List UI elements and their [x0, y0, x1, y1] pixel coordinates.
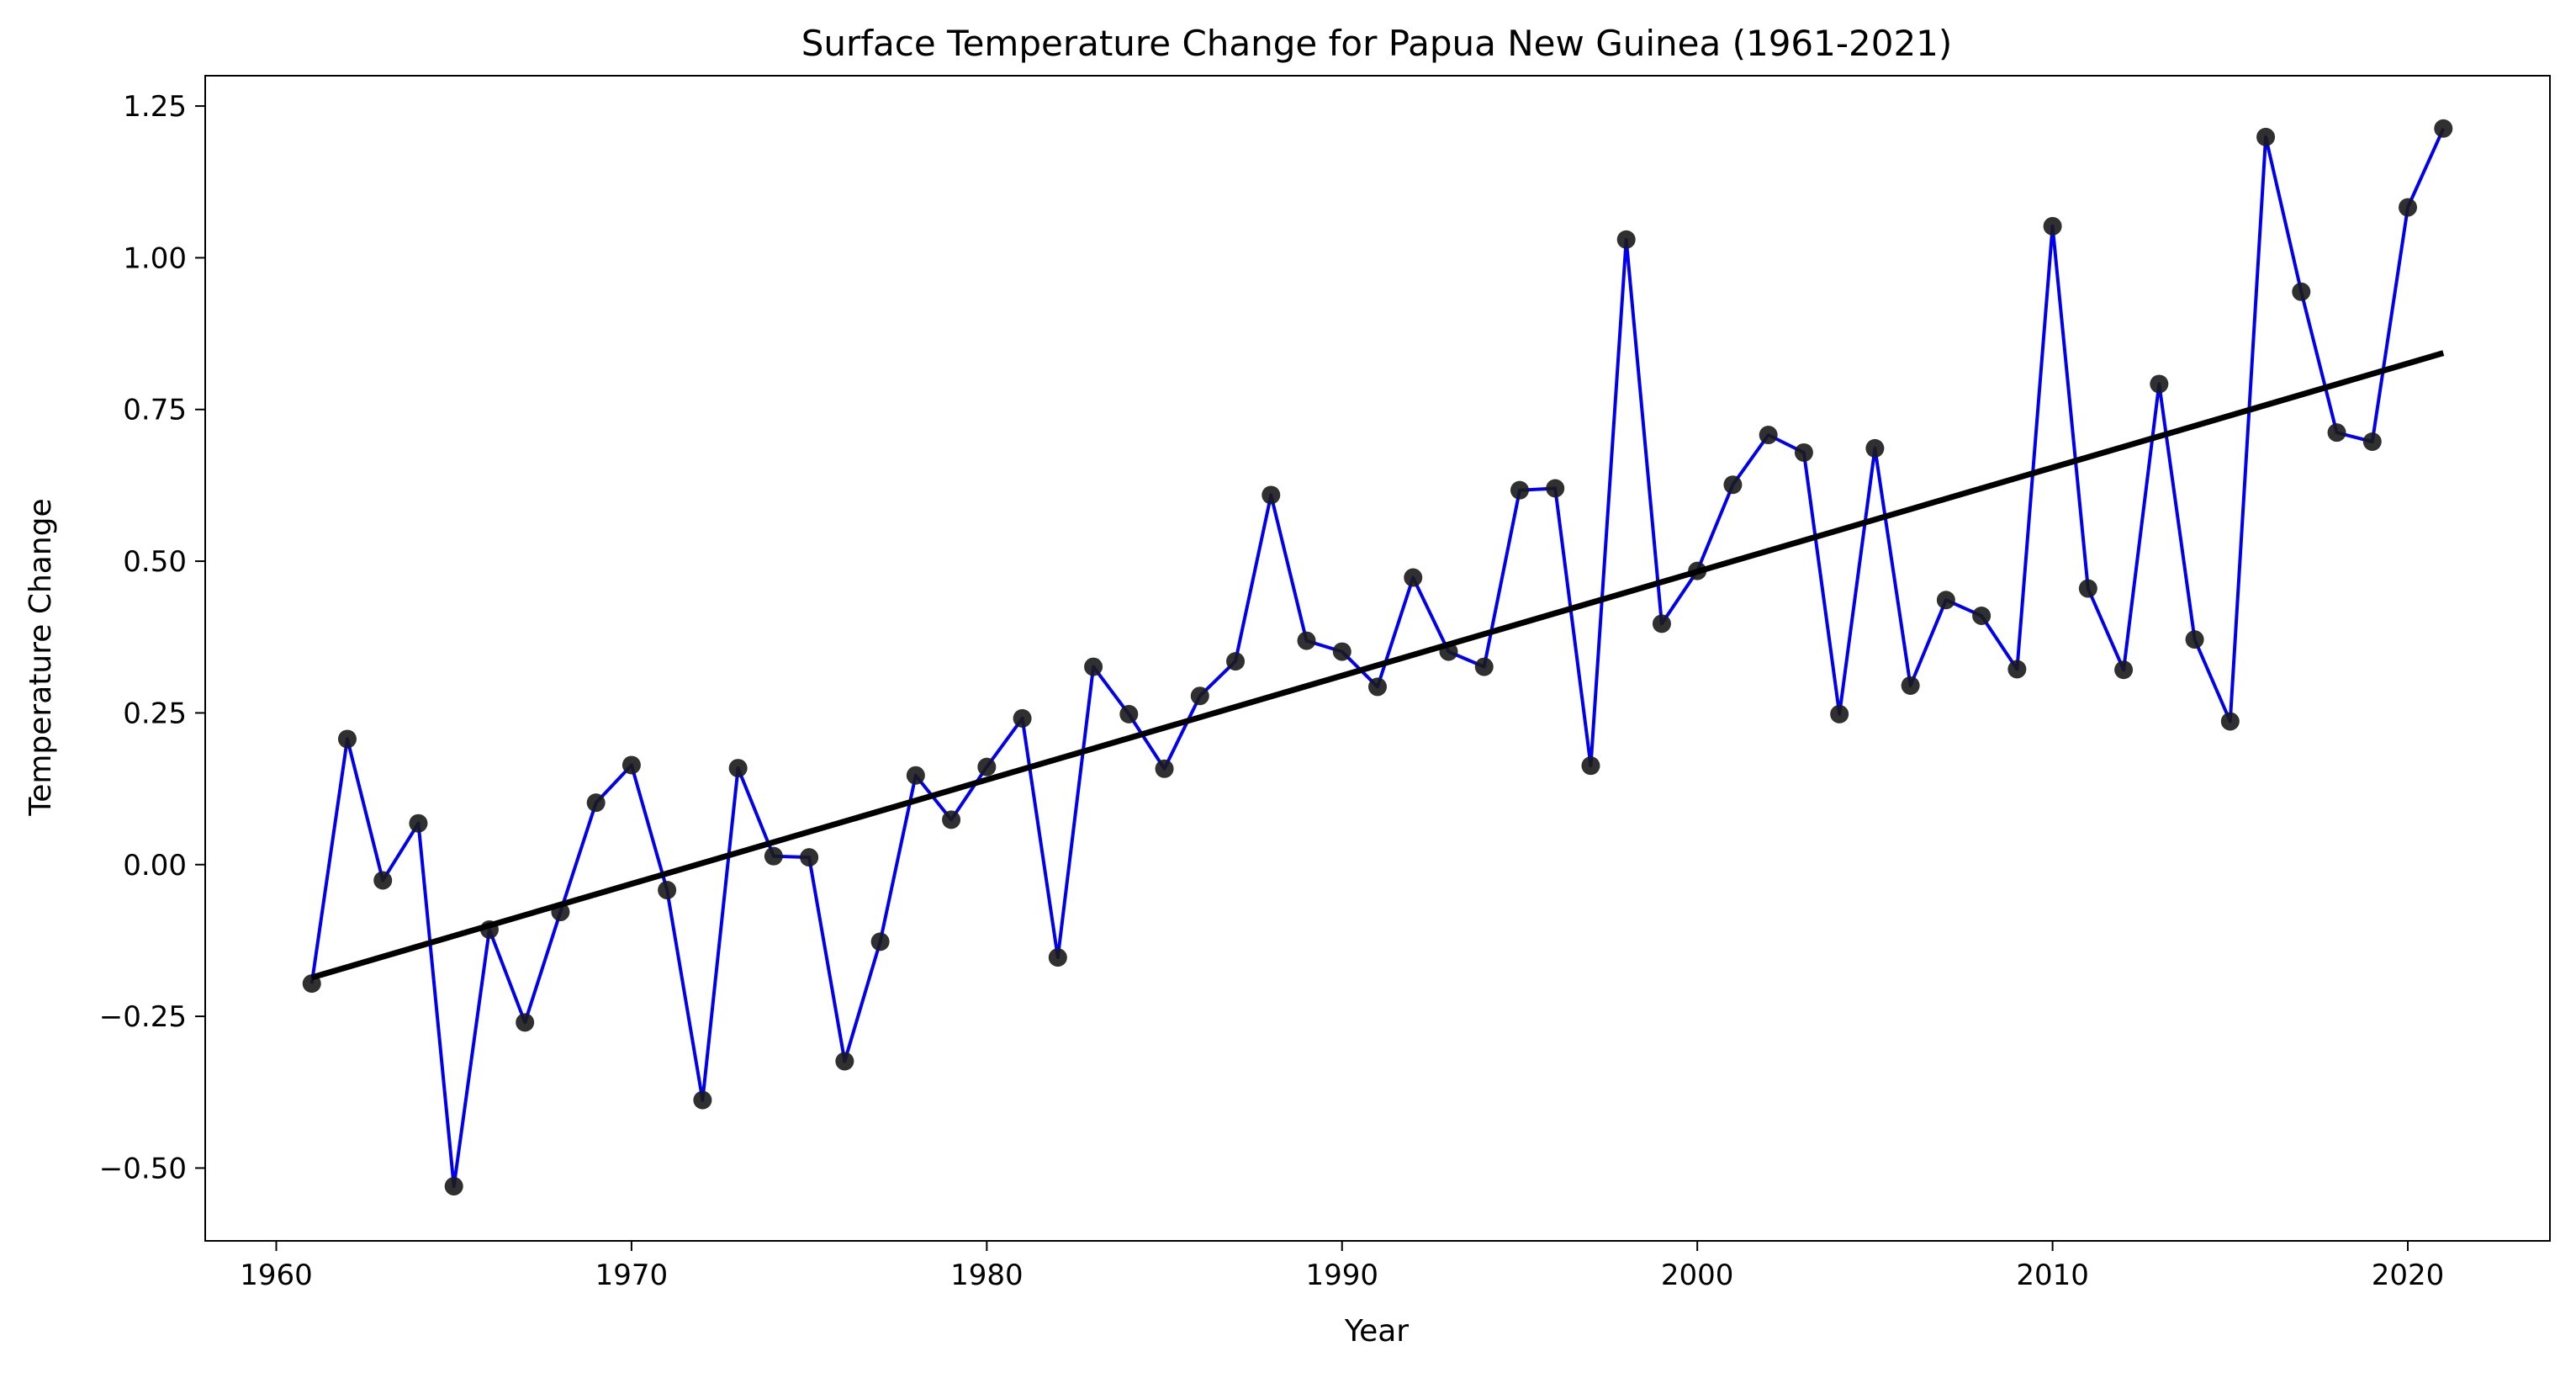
plot-area: 1960 1970 1980 1990 2000 2010 2020 −0.50 −0.25 0.… — [99, 75, 2551, 1292]
data-point — [693, 1090, 712, 1110]
data-point — [2292, 282, 2311, 301]
data-point — [1652, 614, 1671, 633]
data-point — [2078, 579, 2097, 598]
data-point — [2185, 630, 2204, 649]
data-point — [1297, 631, 1316, 650]
data-point — [2043, 216, 2062, 236]
x-tick-label: 2010 — [2016, 1259, 2089, 1292]
data-point — [1368, 677, 1387, 697]
trend-line — [310, 350, 2445, 981]
data-point — [1972, 607, 1992, 626]
data-point — [1865, 438, 1885, 458]
data-point — [2007, 660, 2027, 679]
data-point — [1048, 948, 1067, 967]
data-point — [835, 1052, 854, 1071]
data-point — [2399, 198, 2418, 217]
data-point — [1616, 230, 1636, 249]
data-point — [1723, 475, 1743, 495]
x-tick-label: 1960 — [240, 1259, 313, 1292]
data-point — [942, 810, 961, 829]
data-point — [1155, 759, 1174, 778]
data-point — [2150, 374, 2169, 394]
series-line — [309, 127, 2446, 1189]
data-point — [622, 755, 641, 775]
x-tick-label: 2000 — [1661, 1259, 1734, 1292]
data-point — [2327, 423, 2346, 443]
y-tick-label: 0.25 — [123, 697, 187, 730]
data-point — [1936, 591, 1955, 610]
data-point — [1404, 568, 1423, 587]
data-point — [658, 881, 677, 900]
data-point — [1510, 480, 1529, 500]
data-point — [1794, 443, 1813, 462]
data-point — [1581, 756, 1600, 776]
data-point — [337, 729, 357, 749]
data-point — [1119, 704, 1139, 723]
y-axis-label: Temperature Change — [24, 498, 58, 816]
data-point — [1262, 485, 1281, 505]
data-point — [764, 846, 783, 866]
data-point — [800, 848, 819, 867]
data-point — [2256, 127, 2276, 146]
y-tick-label: 0.50 — [123, 545, 187, 579]
x-tick-label: 1970 — [595, 1259, 669, 1292]
data-point — [2362, 432, 2382, 451]
data-point — [373, 871, 393, 890]
data-point — [1474, 657, 1494, 676]
y-tick-label: 0.00 — [123, 849, 187, 882]
data-point — [1226, 652, 1246, 671]
y-tick-label: 1.00 — [123, 241, 187, 275]
data-point — [1084, 657, 1103, 676]
data-point — [977, 757, 997, 776]
x-tick-label: 1990 — [1305, 1259, 1378, 1292]
y-tick-label: 0.75 — [123, 394, 187, 427]
data-point — [2114, 660, 2134, 680]
data-point — [2434, 119, 2453, 138]
data-point — [444, 1177, 463, 1196]
data-point — [1759, 426, 1778, 445]
chart-title: Surface Temperature Change for Papua New… — [801, 23, 1953, 64]
x-axis-label: Year — [1344, 1314, 1409, 1349]
data-point — [409, 814, 428, 833]
data-point — [1013, 708, 1032, 728]
data-point — [870, 932, 890, 951]
data-point — [728, 759, 748, 778]
data-point — [906, 766, 925, 785]
data-point — [586, 793, 606, 813]
data-point — [1830, 704, 1849, 723]
y-tick-label: −0.25 — [99, 1000, 187, 1034]
data-point — [1190, 686, 1209, 706]
y-tick-label: 1.25 — [123, 90, 187, 124]
plot-frame — [204, 75, 2551, 1242]
data-point — [2220, 712, 2240, 731]
data-point — [516, 1013, 535, 1032]
data-point — [1901, 676, 1920, 695]
y-tick-label: −0.50 — [99, 1152, 187, 1185]
x-tick-label: 1980 — [950, 1259, 1024, 1292]
data-point — [1332, 642, 1351, 661]
data-point — [1546, 479, 1565, 498]
x-tick-label: 2020 — [2372, 1259, 2445, 1292]
